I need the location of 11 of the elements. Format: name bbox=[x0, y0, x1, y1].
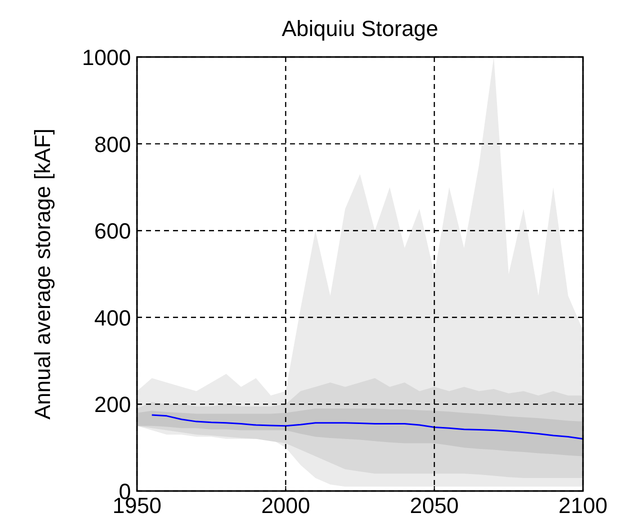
y-tick-label: 600 bbox=[94, 218, 131, 244]
y-tick-label: 1000 bbox=[82, 45, 131, 70]
y-tick-label: 800 bbox=[94, 132, 131, 157]
chart-title: Abiquiu Storage bbox=[282, 16, 438, 41]
x-tick-label: 2100 bbox=[558, 493, 608, 518]
y-axis-title: Annual average storage [kAF] bbox=[30, 128, 55, 420]
x-tick-label: 2050 bbox=[410, 493, 459, 518]
x-tick-label: 2000 bbox=[261, 493, 310, 518]
y-tick-label: 400 bbox=[94, 305, 131, 330]
y-tick-label: 200 bbox=[94, 392, 131, 418]
line-series bbox=[151, 414, 584, 440]
